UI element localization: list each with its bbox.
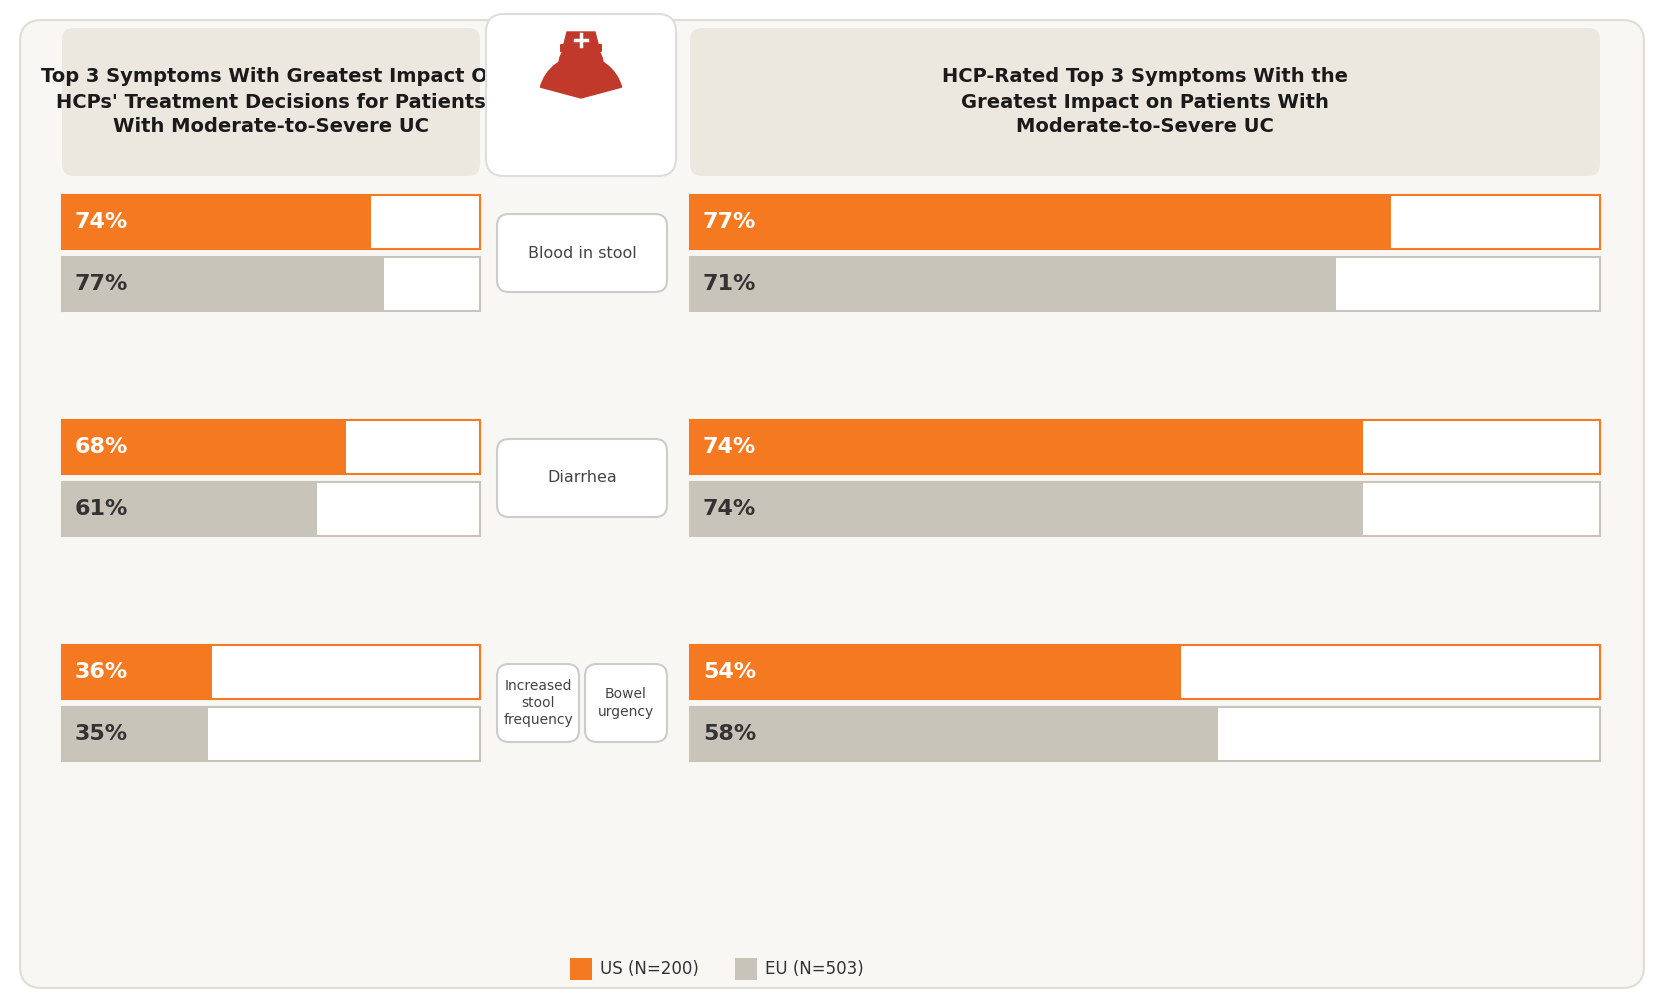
FancyBboxPatch shape — [691, 645, 1181, 699]
FancyBboxPatch shape — [571, 958, 592, 980]
FancyBboxPatch shape — [62, 28, 479, 176]
Text: EU (N=503): EU (N=503) — [765, 960, 864, 978]
Text: 68%: 68% — [75, 437, 128, 457]
FancyBboxPatch shape — [498, 664, 579, 742]
FancyBboxPatch shape — [691, 420, 1363, 474]
FancyBboxPatch shape — [691, 195, 1601, 249]
FancyBboxPatch shape — [691, 707, 1218, 761]
FancyBboxPatch shape — [561, 44, 602, 52]
FancyBboxPatch shape — [62, 257, 479, 311]
Text: 36%: 36% — [75, 662, 128, 682]
FancyBboxPatch shape — [691, 195, 1391, 249]
Text: 77%: 77% — [75, 274, 128, 294]
Polygon shape — [562, 32, 599, 48]
FancyBboxPatch shape — [691, 645, 1601, 699]
Text: 54%: 54% — [702, 662, 755, 682]
Text: 77%: 77% — [702, 212, 757, 232]
FancyBboxPatch shape — [691, 257, 1601, 311]
Text: 61%: 61% — [75, 499, 128, 519]
FancyBboxPatch shape — [586, 664, 667, 742]
Text: Bowel
urgency: Bowel urgency — [597, 687, 654, 719]
FancyBboxPatch shape — [691, 420, 1601, 474]
FancyBboxPatch shape — [62, 645, 479, 699]
FancyBboxPatch shape — [62, 645, 213, 699]
FancyBboxPatch shape — [62, 257, 384, 311]
FancyBboxPatch shape — [691, 28, 1601, 176]
Text: 71%: 71% — [702, 274, 757, 294]
Circle shape — [559, 42, 602, 86]
FancyBboxPatch shape — [62, 195, 371, 249]
Text: Blood in stool: Blood in stool — [527, 246, 636, 260]
FancyBboxPatch shape — [62, 707, 479, 761]
FancyBboxPatch shape — [62, 420, 479, 474]
FancyBboxPatch shape — [62, 482, 479, 536]
Text: Increased
stool
frequency: Increased stool frequency — [503, 678, 572, 728]
Text: 74%: 74% — [75, 212, 128, 232]
FancyBboxPatch shape — [691, 482, 1363, 536]
Text: 74%: 74% — [702, 499, 755, 519]
FancyBboxPatch shape — [691, 707, 1601, 761]
FancyBboxPatch shape — [62, 195, 479, 249]
Text: 58%: 58% — [702, 724, 755, 744]
Text: HCP-Rated Top 3 Symptoms With the
Greatest Impact on Patients With
Moderate-to-S: HCP-Rated Top 3 Symptoms With the Greate… — [942, 68, 1348, 136]
FancyBboxPatch shape — [691, 482, 1601, 536]
FancyBboxPatch shape — [62, 707, 208, 761]
Wedge shape — [541, 56, 622, 98]
Text: Diarrhea: Diarrhea — [547, 471, 617, 486]
FancyBboxPatch shape — [20, 20, 1644, 988]
Text: 35%: 35% — [75, 724, 128, 744]
FancyBboxPatch shape — [486, 14, 676, 176]
FancyBboxPatch shape — [498, 439, 667, 517]
FancyBboxPatch shape — [498, 214, 667, 292]
FancyBboxPatch shape — [735, 958, 757, 980]
FancyBboxPatch shape — [691, 257, 1336, 311]
Text: 74%: 74% — [702, 437, 755, 457]
FancyBboxPatch shape — [62, 482, 316, 536]
Text: Top 3 Symptoms With Greatest Impact On
HCPs' Treatment Decisions for Patients
Wi: Top 3 Symptoms With Greatest Impact On H… — [40, 68, 501, 136]
FancyBboxPatch shape — [62, 420, 346, 474]
Text: US (N=200): US (N=200) — [601, 960, 699, 978]
